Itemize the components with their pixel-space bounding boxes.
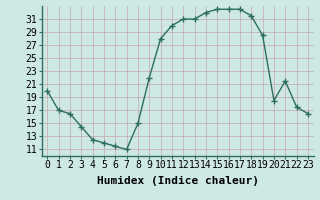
X-axis label: Humidex (Indice chaleur): Humidex (Indice chaleur) xyxy=(97,176,259,186)
